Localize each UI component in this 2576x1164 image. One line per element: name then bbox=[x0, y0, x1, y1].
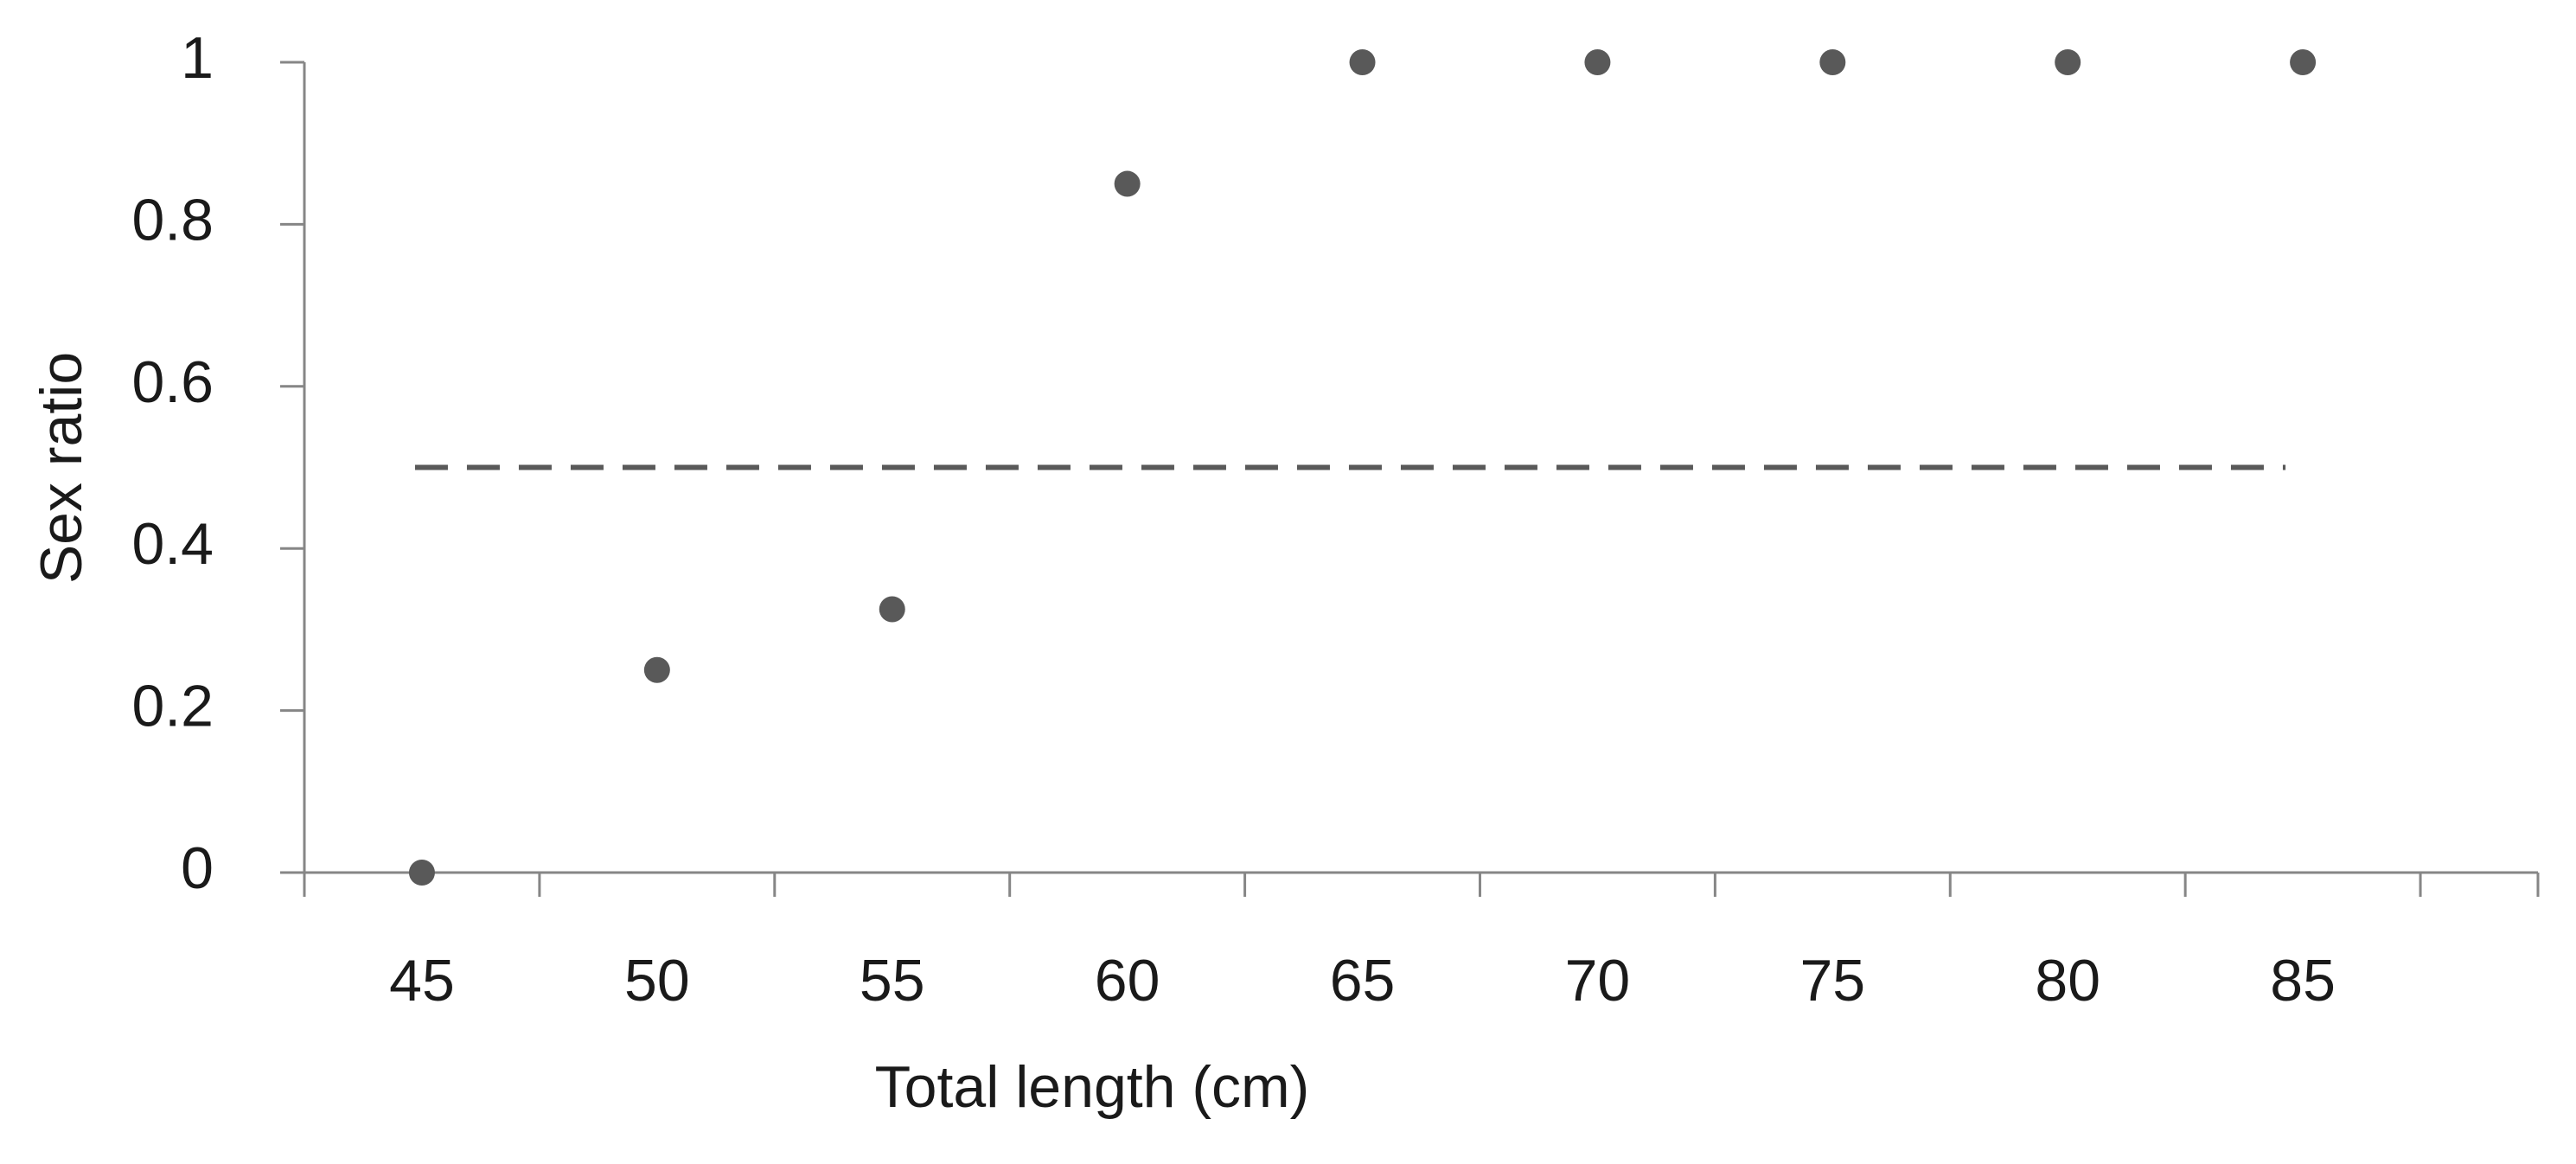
point bbox=[2290, 49, 2317, 75]
point bbox=[2055, 49, 2081, 75]
x-axis-title: Total length (cm) bbox=[875, 1054, 1310, 1120]
y-tick-label: 0.6 bbox=[131, 349, 214, 415]
y-axis-title: Sex ratio bbox=[29, 352, 94, 584]
x-tick-label: 85 bbox=[2270, 948, 2336, 1014]
point bbox=[643, 656, 670, 683]
point bbox=[879, 596, 905, 623]
point bbox=[408, 860, 435, 886]
x-tick-label: 70 bbox=[1565, 948, 1631, 1014]
x-tick-label: 55 bbox=[860, 948, 925, 1014]
x-tick-label: 80 bbox=[2035, 948, 2100, 1014]
point bbox=[1349, 49, 1376, 75]
x-tick-label: 50 bbox=[624, 948, 690, 1014]
x-tick-label: 45 bbox=[389, 948, 455, 1014]
x-tick-label: 75 bbox=[1799, 948, 1865, 1014]
x-tick-label: 60 bbox=[1095, 948, 1160, 1014]
y-tick-label: 0.2 bbox=[131, 674, 214, 739]
x-tick-label: 65 bbox=[1330, 948, 1396, 1014]
y-tick-label: 0.8 bbox=[131, 187, 214, 253]
y-tick-label: 0.4 bbox=[131, 511, 214, 577]
y-tick-label: 1 bbox=[181, 25, 214, 91]
point bbox=[1114, 170, 1141, 197]
point bbox=[1819, 49, 1846, 75]
y-tick-label: 0 bbox=[181, 835, 214, 901]
point bbox=[1584, 49, 1611, 75]
